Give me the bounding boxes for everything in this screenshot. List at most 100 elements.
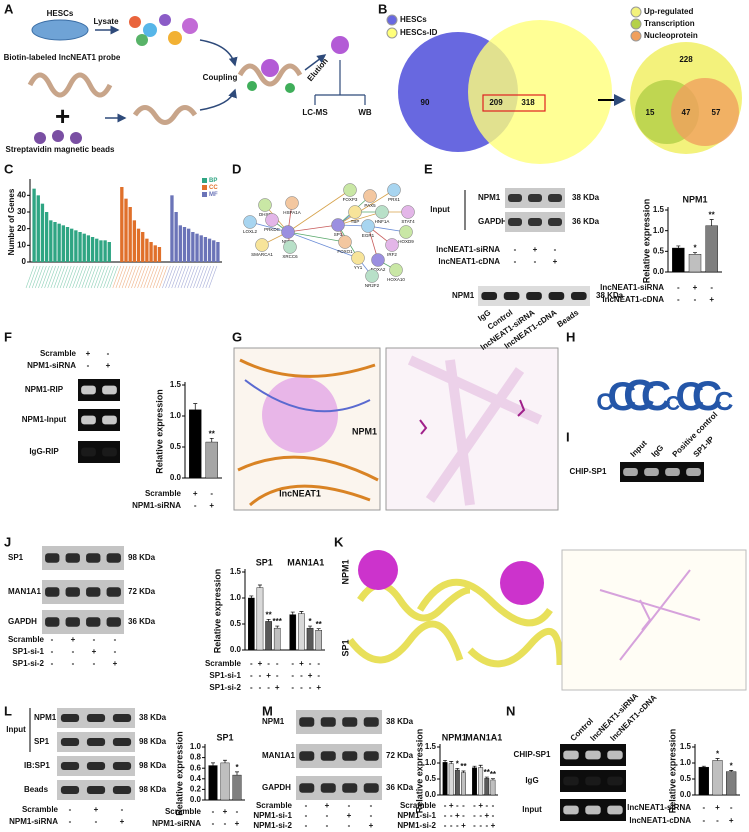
- venn-circle: [468, 20, 612, 164]
- condition-sign: -: [348, 821, 351, 830]
- condition-sign: +: [235, 819, 240, 828]
- category-label: [131, 265, 140, 289]
- bar: [484, 778, 490, 796]
- y-tick-label: 1.0: [653, 226, 665, 235]
- blot-band: [65, 617, 80, 627]
- blot-band: [86, 738, 106, 746]
- motif-letter: C: [715, 386, 734, 416]
- node-label: HNF1A: [375, 219, 390, 224]
- legend-label: Nucleoprotein: [644, 31, 698, 40]
- blot-band: [585, 776, 601, 786]
- node-label: YY1: [354, 265, 363, 270]
- blot-band: [65, 553, 80, 563]
- condition-sign: -: [456, 801, 459, 810]
- y-tick-label: 0.6: [190, 763, 202, 772]
- node-label: IRF2: [387, 252, 397, 257]
- significance-label: *: [730, 761, 734, 770]
- network-node: [338, 235, 352, 249]
- category-label: [115, 265, 125, 289]
- y-tick-label: 1.5: [653, 205, 665, 214]
- panel-letter: H: [566, 329, 575, 344]
- condition-sign: +: [484, 811, 489, 820]
- blot-band: [299, 783, 315, 793]
- error-bar: [275, 625, 280, 629]
- error-bar: [209, 437, 214, 443]
- panel-letter: N: [506, 703, 515, 718]
- condition-sign: -: [514, 257, 517, 266]
- category-label: [180, 265, 190, 289]
- blot-band: [320, 751, 336, 761]
- blot-band: [81, 385, 96, 395]
- condition-label: lncNEAT1-cDNA: [629, 816, 691, 825]
- category-label: [78, 265, 87, 289]
- series-title: SP1: [256, 557, 273, 567]
- y-axis-label: Number of Genes: [7, 188, 16, 255]
- y-tick-label: 0: [22, 257, 27, 266]
- condition-label: NPM1-si-2: [397, 821, 436, 830]
- blot-label: NPM1: [478, 193, 501, 202]
- condition-sign: +: [316, 683, 321, 692]
- condition-sign: +: [209, 501, 214, 510]
- bar: [95, 238, 99, 262]
- motif-letter: C: [641, 372, 671, 419]
- condition-sign: -: [236, 807, 239, 816]
- category-label: [140, 265, 149, 289]
- condition-sign: -: [462, 811, 465, 820]
- error-bar: [449, 761, 454, 764]
- blot-band: [548, 194, 562, 202]
- network-node: [281, 225, 295, 239]
- category-label: [146, 265, 156, 289]
- bar: [472, 767, 477, 796]
- structure-label: NPM1: [340, 559, 350, 584]
- bar: [86, 235, 91, 262]
- condition-sign: -: [305, 811, 308, 820]
- category-label: [149, 265, 159, 289]
- blot-band: [528, 194, 542, 202]
- bar: [178, 225, 182, 262]
- bar: [265, 621, 272, 651]
- condition-label: Scramble: [256, 801, 293, 810]
- blot-band: [102, 385, 117, 395]
- error-bar: [299, 611, 304, 614]
- legend-label: BP: [209, 178, 217, 184]
- venn-count: 57: [712, 108, 721, 117]
- size-label: 72 KDa: [128, 587, 156, 596]
- category-label: [97, 265, 106, 289]
- category-label: [72, 265, 81, 289]
- network-node: [375, 205, 389, 219]
- bar: [153, 245, 157, 262]
- bar: [107, 242, 111, 262]
- blot-band: [320, 717, 336, 727]
- bar: [145, 238, 149, 262]
- condition-sign: -: [444, 801, 447, 810]
- blot-band: [363, 751, 379, 761]
- venn-count: 318: [521, 98, 535, 107]
- error-bar: [211, 762, 215, 766]
- legend-dot: [386, 27, 398, 39]
- condition-sign: -: [114, 635, 117, 644]
- panel-letter: K: [334, 534, 344, 549]
- category-label: [100, 265, 109, 289]
- bar: [306, 627, 314, 651]
- condition-sign: -: [534, 257, 537, 266]
- condition-sign: -: [259, 683, 262, 692]
- condition-sign: +: [325, 801, 330, 810]
- condition-sign: +: [275, 683, 280, 692]
- bar: [57, 223, 61, 262]
- network-node: [385, 238, 399, 252]
- bar: [207, 238, 212, 262]
- error-bar: [472, 765, 477, 768]
- bar: [208, 765, 218, 801]
- blot-band: [106, 617, 121, 627]
- category-label: [143, 265, 153, 289]
- condition-sign: -: [300, 671, 303, 680]
- node-label: FOXO1: [337, 249, 353, 254]
- size-label: 36 KDa: [128, 617, 156, 626]
- y-axis-label: Relative expression: [641, 199, 651, 284]
- blot-label: GAPDH: [478, 217, 507, 226]
- workflow-illustration: +: [27, 14, 366, 144]
- category-label: [62, 265, 72, 289]
- error-bar: [715, 758, 720, 761]
- network-node: [285, 196, 299, 210]
